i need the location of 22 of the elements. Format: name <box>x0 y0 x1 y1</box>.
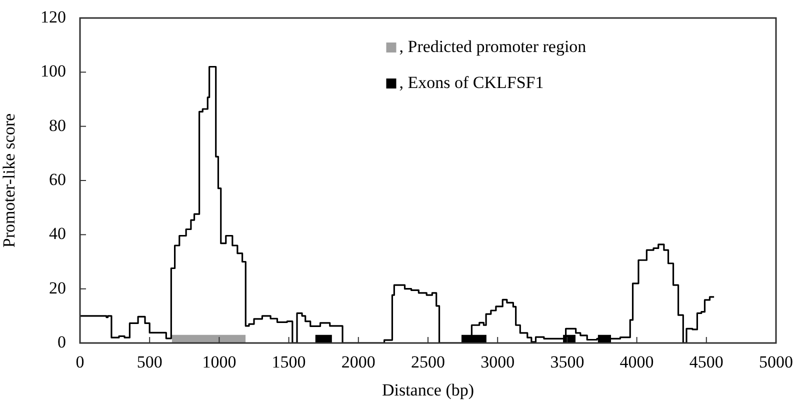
y-tick-label: 20 <box>49 278 66 298</box>
x-tick-label: 0 <box>76 352 84 372</box>
x-tick-label: 1500 <box>272 352 306 372</box>
y-axis-title: Promoter-like score <box>0 113 19 248</box>
x-tick-label: 4500 <box>689 352 724 372</box>
y-tick-label: 100 <box>40 62 66 81</box>
x-tick-label: 4000 <box>620 352 654 372</box>
x-tick-label: 5000 <box>759 352 793 372</box>
x-tick-label: 500 <box>136 352 162 372</box>
y-tick-label: 60 <box>49 170 66 189</box>
y-tick-label: 0 <box>58 332 66 352</box>
x-tick-label: 3000 <box>480 352 515 372</box>
legend-label: , Predicted promoter region <box>399 36 587 56</box>
x-tick-label: 2000 <box>341 352 376 372</box>
x-tick-label: 2500 <box>411 352 445 372</box>
y-tick-label: 40 <box>49 224 66 244</box>
y-tick-label: 80 <box>49 116 66 135</box>
legend-label: , Exons of CKLFSF1 <box>399 72 544 92</box>
y-tick-label: 120 <box>40 7 66 26</box>
x-tick-label: 1000 <box>202 352 236 372</box>
x-axis-title: Distance (bp) <box>382 380 474 400</box>
x-tick-label: 3500 <box>550 352 584 372</box>
